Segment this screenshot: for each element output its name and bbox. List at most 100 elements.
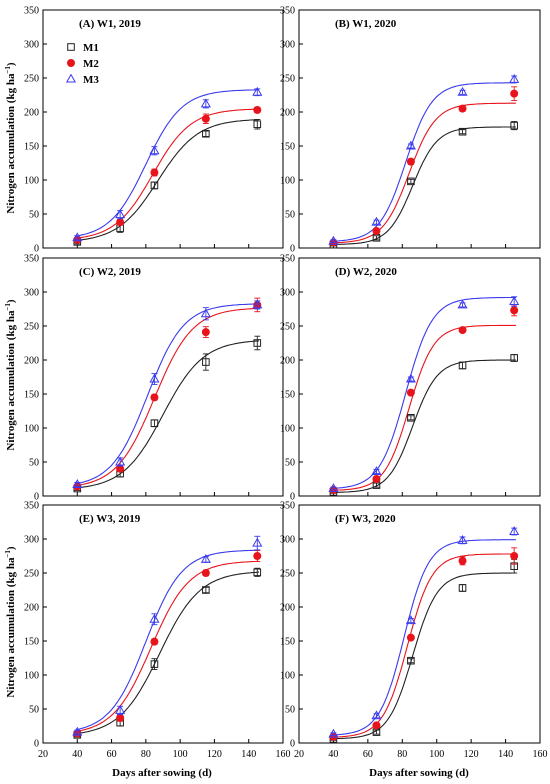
marker-m3-triangle [115, 704, 126, 714]
y-tick-label: 100 [280, 176, 295, 187]
panel-title: (A) W1, 2019 [79, 18, 141, 30]
y-tick-label: 350 [280, 6, 295, 17]
y-tick-label: 200 [280, 108, 295, 119]
x-tick-label: 40 [72, 749, 82, 760]
y-tick-label: 150 [280, 390, 295, 401]
marker-m1-square [510, 354, 518, 362]
marker-m3-triangle [457, 299, 468, 309]
x-tick-label: 100 [429, 749, 444, 760]
marker-m2-circle [201, 328, 210, 337]
marker-m3-triangle [457, 86, 468, 96]
marker-m3-triangle [200, 553, 211, 563]
legend: M1 M2 M3 [65, 42, 99, 86]
y-tick-label: 100 [280, 424, 295, 435]
marker-m3-triangle [252, 299, 263, 309]
fit-curve-m3 [333, 539, 516, 736]
y-tick-label: 50 [285, 210, 295, 221]
marker-m2-circle [510, 552, 519, 561]
plot-frame [42, 504, 284, 744]
y-tick-label: 100 [24, 671, 39, 682]
marker-m2-circle [458, 556, 467, 565]
y-tick-label: 150 [24, 142, 39, 153]
x-tick-label: 80 [397, 749, 407, 760]
fit-curve-m1 [77, 340, 260, 489]
y-axis-label-bottom: Nitrogen accumulation (kg ha−1) [4, 546, 17, 698]
marker-m3-triangle [509, 73, 520, 83]
marker-m3-triangle [371, 216, 382, 226]
marker-m1-square [253, 120, 262, 129]
y-tick-label: 300 [24, 288, 39, 299]
x-tick-label: 40 [328, 749, 338, 760]
fit-curve-m2 [333, 324, 516, 491]
marker-m2-circle [150, 393, 159, 402]
x-axis-label-right: Days after sowing (d) [369, 767, 469, 779]
marker-m2-circle [406, 633, 415, 642]
marker-m3-triangle [371, 466, 382, 476]
y-axis-label-middle: Nitrogen accumulation (kg ha−1) [4, 299, 17, 451]
chart-panel-4: 0 50 100 150 200 250 300 350 (D) W2, 2020 [280, 254, 541, 503]
x-tick-label: 20 [38, 749, 48, 760]
marker-m1-square [407, 177, 415, 186]
y-tick-label: 250 [24, 74, 39, 85]
marker-m3-triangle [405, 615, 416, 625]
y-tick-label: 300 [24, 535, 39, 546]
marker-m1-square [510, 121, 518, 130]
x-tick-label: 80 [141, 749, 151, 760]
y-tick-label: 250 [280, 569, 295, 580]
marker-m2-circle [150, 637, 159, 646]
y-tick-label: 350 [24, 501, 39, 512]
y-tick-label: 200 [280, 603, 295, 614]
marker-m3-triangle [115, 209, 126, 219]
fit-curve-m1 [77, 571, 260, 735]
fit-curve-m3 [333, 296, 516, 489]
marker-m2-circle [253, 105, 262, 114]
y-tick-label: 100 [24, 176, 39, 187]
marker-m3-triangle [72, 232, 83, 242]
plot-frame [298, 257, 541, 497]
x-tick-label: 120 [207, 749, 222, 760]
x-axis-label-left: Days after sowing (d) [112, 767, 212, 779]
plot-frame [298, 504, 541, 744]
marker-m3-triangle [405, 140, 416, 150]
fit-curve-m3 [77, 89, 260, 237]
marker-m2-circle [201, 569, 210, 578]
marker-m3-triangle [328, 235, 339, 245]
marker-m1-square [458, 584, 467, 592]
marker-m2-circle [406, 388, 415, 397]
marker-m3-triangle [149, 613, 160, 623]
y-tick-label: 200 [24, 108, 39, 119]
marker-m2-circle [458, 326, 467, 335]
marker-m3-triangle [328, 728, 339, 738]
marker-m1-square [202, 129, 210, 138]
marker-m3-triangle [509, 296, 520, 306]
marker-m3-triangle [72, 726, 83, 736]
marker-m3-triangle [328, 483, 339, 493]
y-tick-label: 50 [29, 705, 39, 716]
marker-m1-square [202, 358, 210, 366]
y-tick-label: 100 [24, 424, 39, 435]
y-tick-label: 150 [280, 142, 295, 153]
marker-m2-circle [150, 168, 159, 177]
y-tick-label: 150 [280, 637, 295, 648]
fit-curve-m1 [333, 126, 516, 245]
marker-m3-triangle [371, 710, 382, 720]
y-tick-label: 50 [29, 458, 39, 469]
fit-curve-m1 [333, 359, 516, 493]
chart-panel-5: 0 50 100 150 200 250 300 350 20 40 60 80 100 120 140 16… [24, 501, 291, 761]
fit-curve-m2 [333, 102, 516, 244]
marker-m3-triangle [200, 308, 211, 318]
marker-m3-triangle [65, 73, 77, 83]
y-tick-label: 300 [280, 40, 295, 51]
marker-m1-square [407, 656, 415, 665]
y-tick-label: 250 [280, 322, 295, 333]
y-axis-label-top: Nitrogen accumulation (kg ha−1) [4, 62, 17, 214]
marker-m1-square [67, 43, 75, 51]
panel-title: (C) W2, 2019 [79, 266, 141, 278]
marker-m3-triangle [72, 479, 83, 488]
fit-curve-m1 [77, 119, 260, 241]
x-tick-label: 60 [363, 749, 373, 760]
chart-panel-3: 0 50 100 150 200 250 300 350 (C) W2, 2019 [24, 254, 284, 503]
plot-frame [42, 257, 284, 497]
marker-m3-triangle [115, 456, 126, 466]
x-tick-label: 60 [107, 749, 117, 760]
